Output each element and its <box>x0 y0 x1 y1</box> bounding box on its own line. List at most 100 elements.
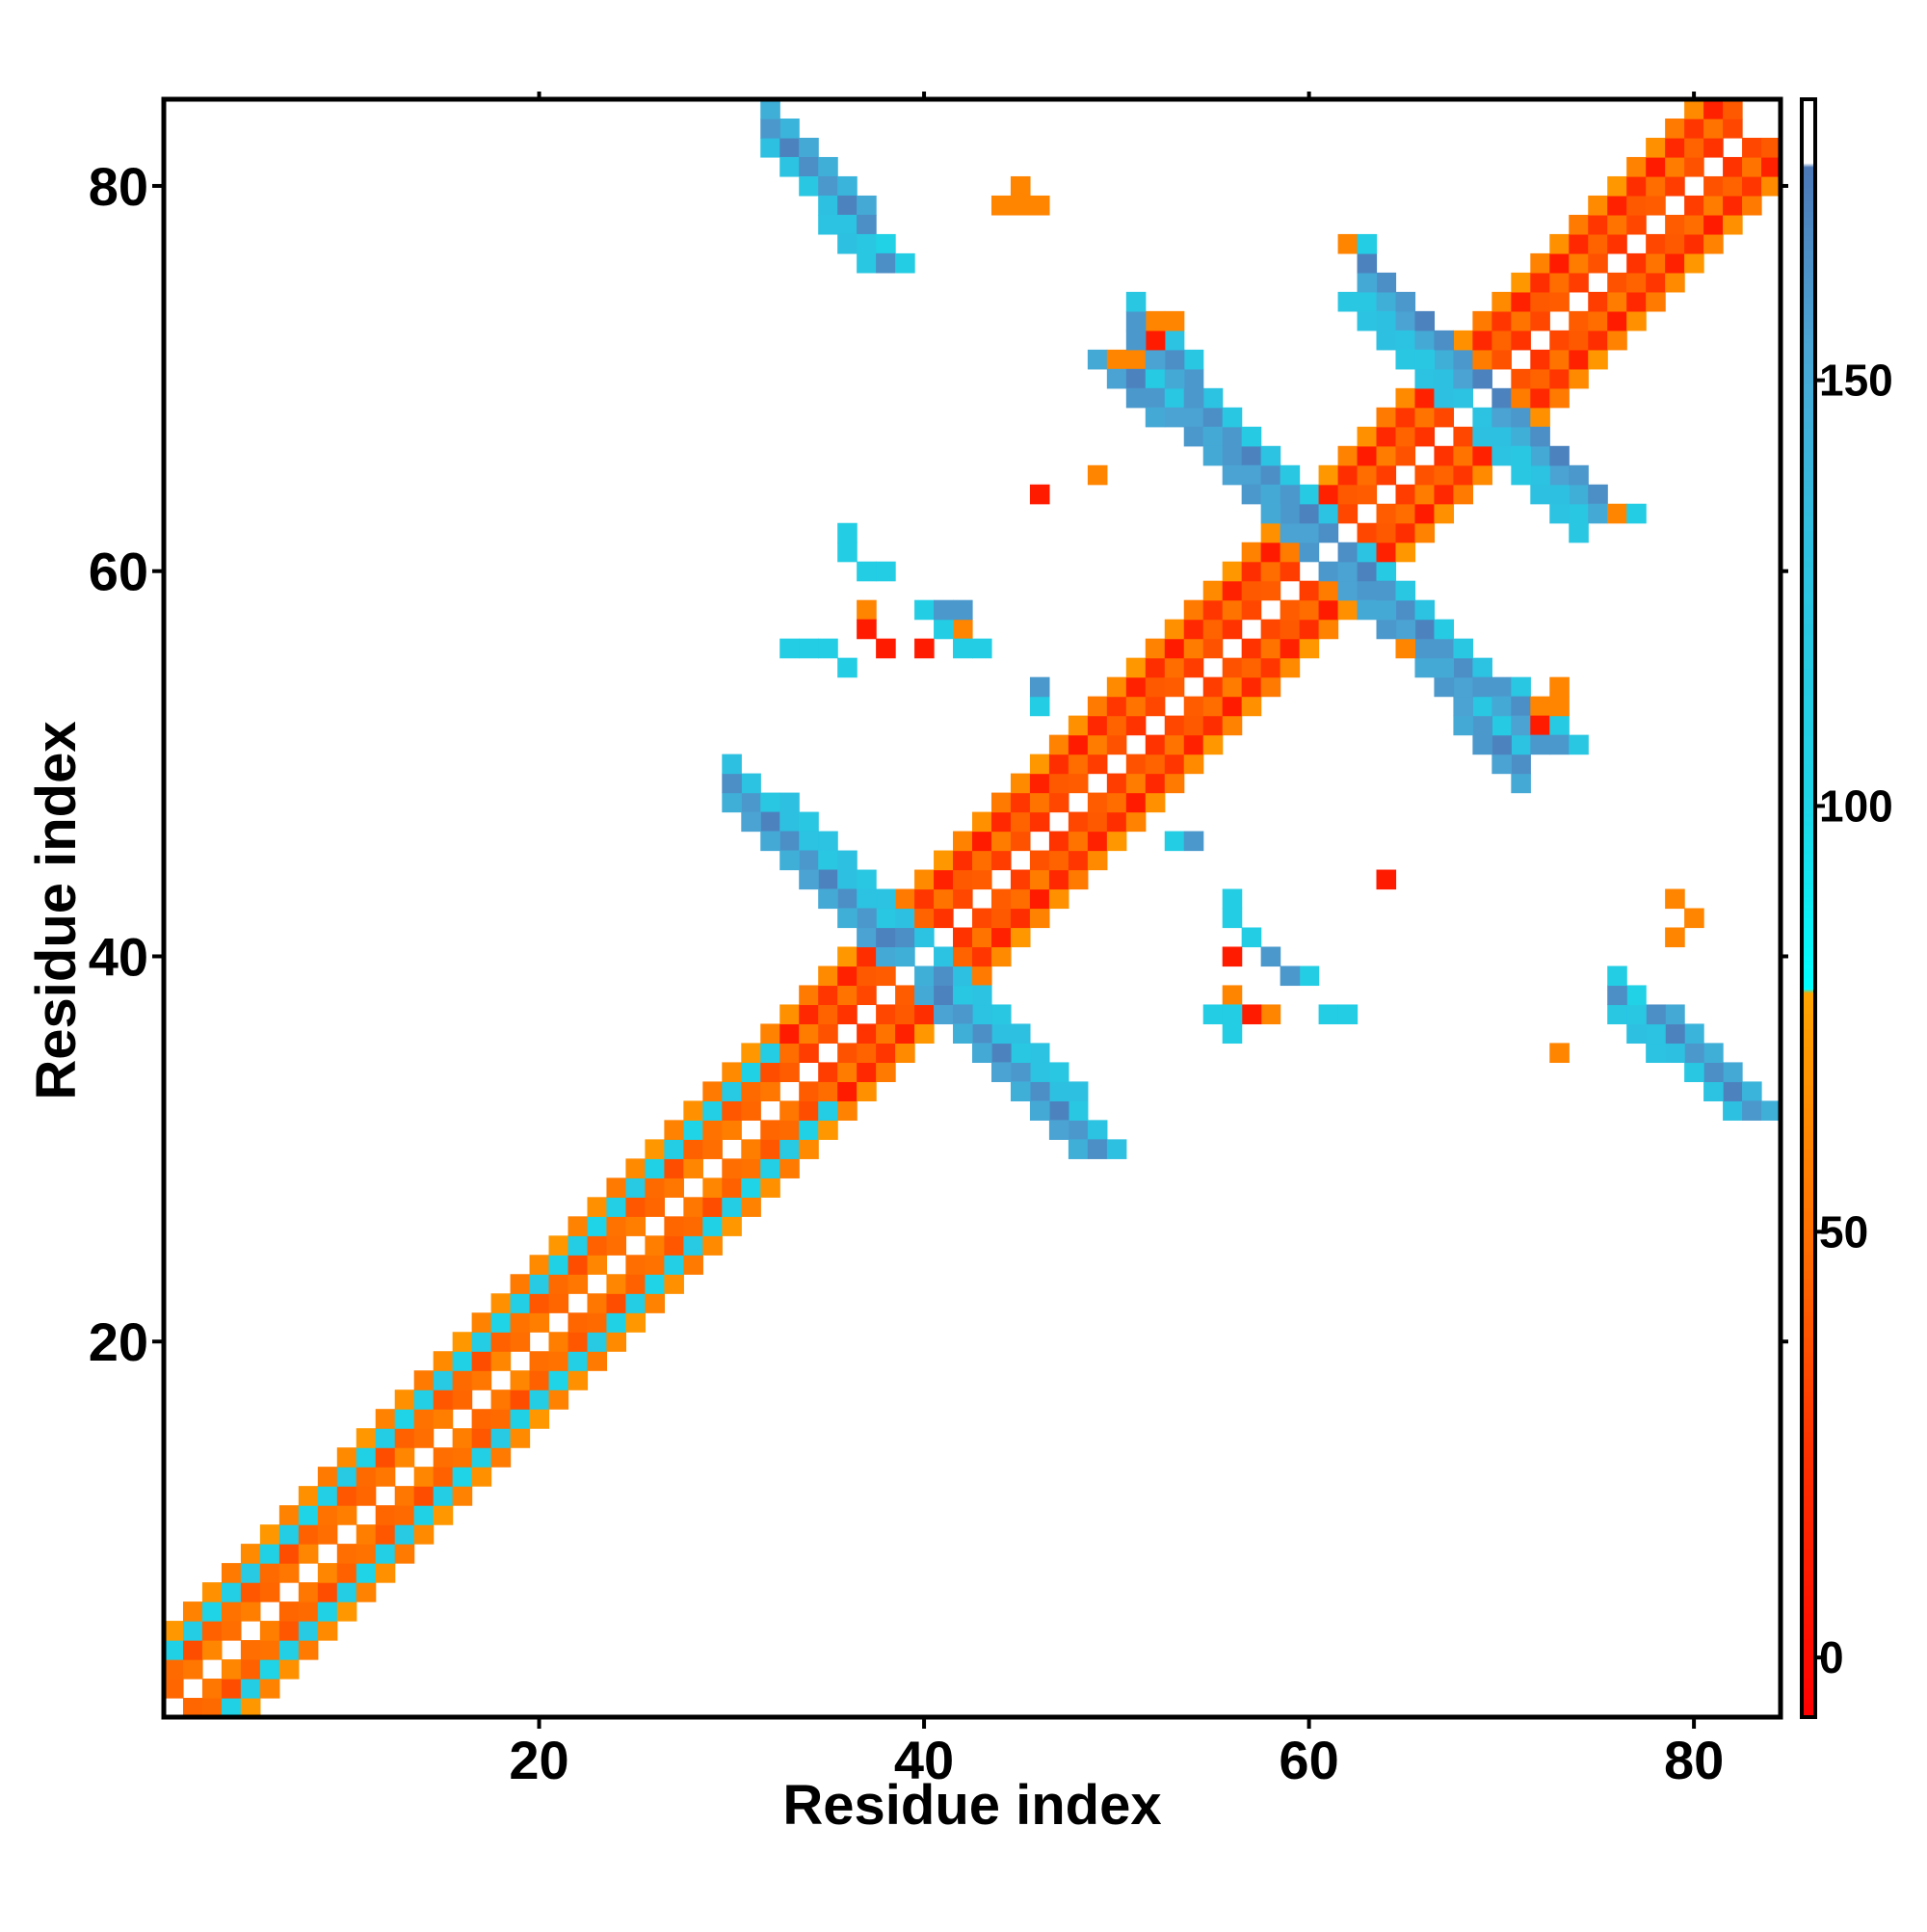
heatmap-cell <box>876 252 896 274</box>
heatmap-cell <box>741 1178 761 1198</box>
heatmap-cell <box>182 1640 203 1660</box>
heatmap-cell <box>953 888 973 910</box>
heatmap-cell <box>799 869 819 890</box>
heatmap-cell <box>1511 426 1531 447</box>
heatmap-cell <box>1588 310 1608 331</box>
heatmap-cell <box>317 1467 338 1487</box>
heatmap-cell <box>1241 676 1262 698</box>
heatmap-cell <box>914 1023 935 1045</box>
heatmap-cell <box>683 1255 703 1275</box>
heatmap-cell <box>356 1447 377 1468</box>
heatmap-cell <box>1145 310 1166 331</box>
heatmap-cell <box>1010 1043 1031 1064</box>
heatmap-cell <box>990 946 1012 967</box>
heatmap-cell <box>1087 464 1108 486</box>
heatmap-cell <box>876 638 896 659</box>
heatmap-cell <box>548 1274 569 1294</box>
heatmap-cell <box>1626 214 1647 235</box>
heatmap-cell <box>625 1312 647 1333</box>
heatmap-cell <box>452 1428 473 1448</box>
heatmap-cell <box>1202 1004 1224 1025</box>
heatmap-cell <box>606 1178 627 1198</box>
heatmap-cell <box>278 1640 300 1660</box>
heatmap-cell <box>201 1679 223 1699</box>
heatmap-cell <box>857 869 877 890</box>
heatmap-cell <box>1588 330 1608 351</box>
heatmap-cell <box>1569 734 1589 755</box>
heatmap-cell <box>1646 291 1666 312</box>
heatmap-cell <box>221 1659 242 1680</box>
heatmap-cell <box>1260 464 1281 486</box>
heatmap-cell <box>1549 252 1570 274</box>
heatmap-cell <box>1414 657 1436 678</box>
heatmap-cell <box>1048 850 1069 871</box>
heatmap-cell <box>1337 503 1359 524</box>
heatmap-cell <box>972 966 992 987</box>
heatmap-cell <box>1434 619 1455 640</box>
heatmap-cell <box>1569 464 1589 486</box>
heatmap-cell <box>837 966 858 987</box>
heatmap-cell <box>1703 1062 1724 1082</box>
heatmap-cell <box>240 1659 261 1680</box>
heatmap-cell <box>895 985 915 1006</box>
heatmap-cell <box>1434 445 1455 466</box>
heatmap-cell <box>1665 252 1685 274</box>
heatmap-cell <box>1742 156 1762 177</box>
heatmap-cell <box>1202 638 1224 659</box>
heatmap-cell <box>1106 696 1127 717</box>
heatmap-cell <box>857 946 877 967</box>
heatmap-cell <box>1376 330 1397 351</box>
heatmap-cell <box>1010 927 1031 948</box>
colorbar-bar <box>1800 97 1817 1719</box>
heatmap-cell <box>1164 619 1185 640</box>
heatmap-cell <box>201 1640 223 1660</box>
heatmap-cell <box>818 195 838 216</box>
heatmap-cell <box>722 754 742 775</box>
heatmap-cell <box>934 599 954 621</box>
heatmap-cell <box>1010 1081 1031 1101</box>
heatmap-cell <box>356 1486 377 1506</box>
heatmap-cell <box>779 811 800 833</box>
heatmap-cell <box>1761 175 1782 197</box>
heatmap-cell <box>471 1467 492 1487</box>
heatmap-cell <box>568 1312 589 1333</box>
heatmap-cell <box>1222 908 1243 929</box>
heatmap-cell <box>760 1158 780 1178</box>
axes: 20 40 60 80 20 40 60 80 <box>89 92 1788 1790</box>
heatmap-cell <box>1087 831 1108 852</box>
heatmap-cell <box>1357 272 1378 293</box>
heatmap-cell <box>548 1235 569 1256</box>
heatmap-cell <box>1145 754 1166 775</box>
heatmap-cell <box>164 1659 184 1680</box>
heatmap-cell <box>799 156 819 177</box>
heatmap-cell <box>1241 657 1262 678</box>
heatmap-cell <box>953 831 973 852</box>
heatmap-cell <box>433 1409 454 1429</box>
heatmap-cell <box>336 1563 357 1583</box>
heatmap-cell <box>1125 696 1147 717</box>
heatmap-cell <box>568 1351 589 1371</box>
heatmap-cell <box>1723 118 1743 139</box>
heatmap-cell <box>953 966 973 987</box>
heatmap-cell <box>356 1428 377 1448</box>
heatmap-cell <box>722 1120 742 1140</box>
heatmap-cell <box>1318 1004 1339 1025</box>
heatmap-cell <box>1530 368 1550 389</box>
heatmap-cell <box>1511 445 1531 466</box>
heatmap-cell <box>914 599 935 621</box>
heatmap-cell <box>1357 561 1378 582</box>
heatmap-cell <box>394 1524 415 1545</box>
heatmap-cell <box>1376 619 1397 640</box>
heatmap-cell <box>1202 580 1224 601</box>
heatmap-cell <box>433 1351 454 1371</box>
heatmap-cell <box>221 1621 242 1641</box>
heatmap-cell <box>1260 445 1281 466</box>
heatmap-cell <box>1125 310 1147 331</box>
heatmap-cell <box>317 1601 338 1622</box>
heatmap-cell <box>779 831 800 852</box>
heatmap-cell <box>895 927 915 948</box>
heatmap-cell <box>1183 599 1204 621</box>
heatmap-cell <box>1472 715 1492 736</box>
heatmap-cell <box>1626 1004 1647 1025</box>
